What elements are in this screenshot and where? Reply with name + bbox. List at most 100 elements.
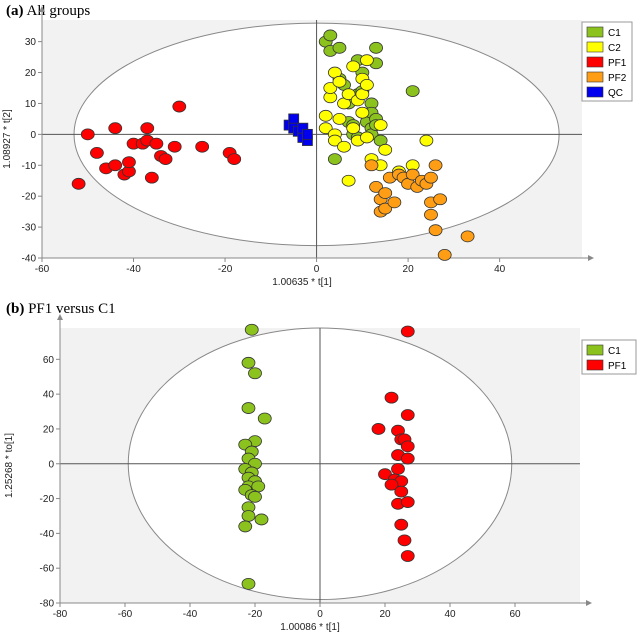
data-point-c1 [238,520,253,533]
data-point-c1 [257,412,272,425]
y-tick-label: -20 [22,192,37,203]
data-point-c2 [341,174,356,187]
data-point-pf1 [400,496,415,508]
data-point-c1 [241,402,256,414]
data-point-c2 [318,122,333,135]
data-point-pf2 [437,249,452,261]
x-tick-label: -80 [53,609,68,620]
y-tick-label: 0 [48,459,54,470]
data-point-c1 [241,356,256,369]
data-point-pf1 [384,391,399,404]
data-point-pf1 [400,409,415,421]
legend-swatch-c1 [586,344,604,356]
data-point-pf2 [369,181,383,193]
data-point-pf1 [391,463,405,475]
data-point-qc [302,128,313,140]
data-point-c2 [327,134,342,147]
x-tick-label: 60 [509,609,521,620]
data-point-qc [288,113,300,125]
y-tick-label: -40 [22,254,37,265]
x-tick-label: -20 [218,264,233,275]
data-point-pf2 [460,230,475,243]
y-tick-label: 0 [30,130,36,141]
data-point-c2 [346,60,361,73]
data-point-pf1 [400,550,415,562]
data-point-pf2 [378,187,393,199]
data-point-pf2 [428,159,443,172]
data-point-c1 [254,513,269,526]
data-point-pf1 [400,325,415,338]
data-point-c2 [360,79,374,91]
data-point-pf1 [371,423,386,435]
legend-label-pf1: PF1 [608,361,627,372]
legend-swatch-pf2 [586,71,604,83]
data-point-c2 [360,131,374,144]
y-tick-label: 20 [25,68,37,79]
legend-swatch-c2 [586,41,604,53]
data-point-c1 [244,323,259,336]
data-point-c2 [360,54,374,67]
data-point-pf1 [172,100,187,113]
x-axis-label: 1.00635 * t[1] [272,277,332,288]
x-tick-label: -20 [248,609,263,620]
data-point-pf2 [424,208,438,221]
data-point-pf1 [400,440,415,453]
data-point-c1 [241,510,256,522]
x-tick-label: 0 [314,264,320,275]
data-point-c2 [373,119,388,131]
legend-swatch-c1 [586,26,604,38]
legend-label-pf2: PF2 [608,73,627,84]
data-point-c2 [341,88,356,101]
data-point-pf1 [71,177,86,190]
legend-label-qc: QC [608,88,623,99]
y-tick-label: -80 [40,599,55,610]
y-tick-label: 30 [25,37,37,48]
data-point-c2 [346,122,361,135]
y-tick-label: -40 [40,529,55,540]
data-point-pf1 [149,137,164,150]
data-point-pf1 [394,485,409,498]
data-point-pf2 [428,224,443,237]
data-point-pf1 [140,122,155,135]
x-tick-label: -40 [183,609,198,620]
data-point-pf2 [387,196,402,209]
data-point-pf1 [167,140,182,153]
y-tick-label: -30 [22,223,37,234]
data-point-pf1 [397,534,412,547]
y-axis-label: 1.25268 * to[1] [4,433,15,498]
x-tick-label: -40 [126,264,141,275]
legend-swatch-qc [586,86,604,98]
data-point-pf1 [108,159,123,172]
y-tick-label: -10 [22,161,37,172]
data-point-c1 [405,85,420,97]
data-point-c2 [355,106,370,119]
legend-label-c2: C2 [608,43,621,54]
chart-panel-a: -60 -40 -20 0 20 40-40-30-20-1001020301.00635… [2,6,633,288]
data-point-c2 [318,109,333,122]
y-tick-label: 60 [43,355,55,366]
y-axis-label: 1.08927 * t[2] [2,109,13,169]
data-point-c2 [332,113,347,125]
panel-b-title: (b) PF1 versus C1 [6,301,116,317]
data-point-pf2 [378,202,393,215]
data-point-c2 [332,75,347,88]
data-point-pf1 [384,478,399,491]
data-point-pf2 [424,171,438,184]
data-point-pf1 [195,140,210,153]
data-point-pf2 [364,159,379,172]
data-point-pf1 [400,452,415,465]
data-point-pf1 [144,171,159,184]
y-tick-label: -20 [40,494,55,505]
x-tick-label: 20 [403,264,415,275]
y-tick-label: 10 [25,99,37,110]
y-tick-label: -60 [40,564,55,575]
data-point-c2 [419,134,434,147]
data-point-pf1 [80,128,95,141]
x-tick-label: 0 [317,609,323,620]
data-point-c2 [323,82,338,94]
data-point-pf2 [405,168,420,181]
data-point-pf1 [158,153,173,165]
data-point-pf1 [108,122,123,135]
data-point-c1 [369,41,383,54]
